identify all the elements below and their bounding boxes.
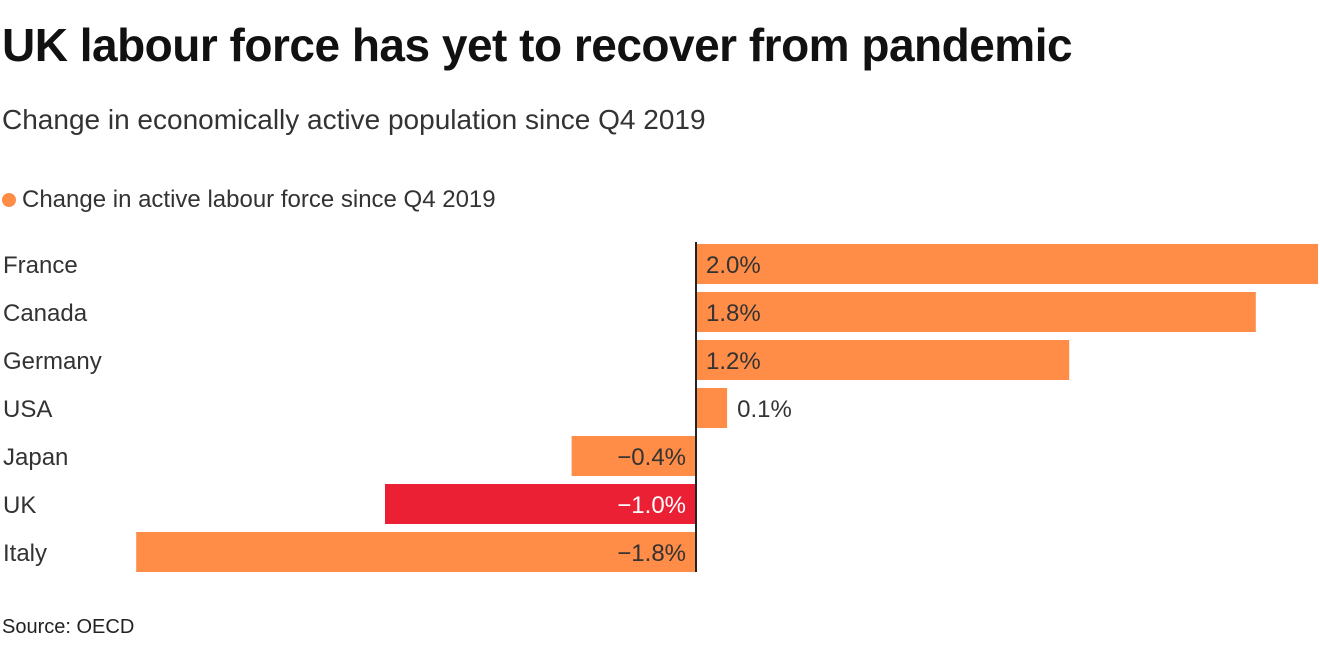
data-label: 0.1%: [737, 396, 792, 423]
bar-france: [696, 244, 1318, 284]
data-label: 1.8%: [706, 300, 761, 327]
data-label: −1.8%: [617, 540, 686, 567]
chart-subtitle: Change in economically active population…: [2, 104, 706, 135]
category-label: Germany: [3, 348, 102, 375]
category-label: Japan: [3, 444, 68, 471]
bar-japan: [571, 436, 696, 476]
bar-canada: [696, 292, 1256, 332]
data-label: −0.4%: [617, 444, 686, 471]
category-label: Canada: [3, 300, 88, 327]
data-label: −1.0%: [617, 492, 686, 519]
source-note: Source: OECD: [2, 616, 135, 638]
category-label: UK: [3, 492, 36, 519]
chart-title: UK labour force has yet to recover from …: [2, 19, 1073, 71]
category-label: USA: [3, 396, 52, 423]
legend: Change in active labour force since Q4 2…: [2, 186, 496, 214]
legend-swatch: [2, 193, 16, 207]
bar-usa: [696, 388, 728, 428]
legend-label: Change in active labour force since Q4 2…: [22, 186, 496, 213]
category-label: France: [3, 252, 78, 279]
bar-italy: [136, 532, 696, 572]
data-label: 1.2%: [706, 348, 761, 375]
category-label: Italy: [3, 540, 47, 567]
data-label: 2.0%: [706, 252, 761, 279]
bar-germany: [696, 340, 1070, 380]
bar-uk: [385, 484, 696, 524]
